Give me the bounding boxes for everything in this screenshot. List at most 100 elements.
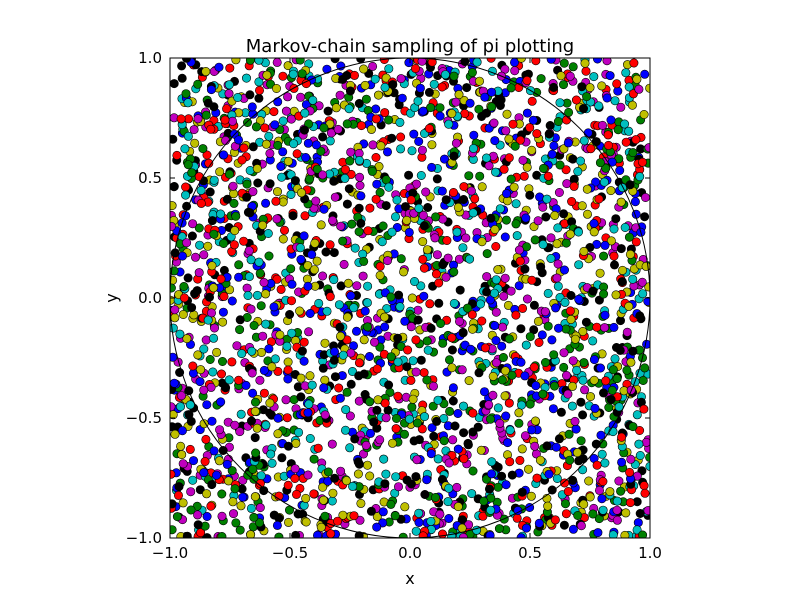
data-point-series-1 bbox=[225, 169, 235, 179]
data-point-series-6 bbox=[448, 396, 458, 406]
data-point-series-3 bbox=[362, 298, 372, 308]
data-point-series-5 bbox=[376, 141, 386, 151]
data-point-series-3 bbox=[277, 172, 287, 182]
data-point-series-4 bbox=[640, 193, 650, 203]
data-point-series-0 bbox=[351, 326, 361, 336]
data-point-series-0 bbox=[199, 468, 209, 478]
data-point-series-1 bbox=[549, 381, 559, 391]
data-point-series-1 bbox=[219, 239, 229, 249]
data-point-series-1 bbox=[386, 352, 396, 362]
data-point-series-4 bbox=[417, 58, 427, 66]
data-point-series-1 bbox=[422, 336, 432, 346]
data-point-series-3 bbox=[289, 139, 299, 149]
data-point-series-6 bbox=[350, 434, 360, 444]
data-point-series-6 bbox=[547, 485, 557, 495]
data-point-series-6 bbox=[384, 380, 394, 390]
data-point-series-5 bbox=[399, 267, 409, 277]
data-point-series-3 bbox=[511, 199, 521, 209]
data-point-series-6 bbox=[581, 317, 591, 327]
data-point-series-0 bbox=[272, 520, 282, 530]
data-point-series-0 bbox=[356, 191, 366, 201]
data-point-series-5 bbox=[585, 492, 595, 502]
data-point-series-3 bbox=[288, 69, 298, 79]
data-point-series-6 bbox=[434, 298, 444, 308]
data-point-series-2 bbox=[519, 171, 529, 181]
data-point-series-2 bbox=[491, 242, 501, 252]
data-point-series-3 bbox=[407, 146, 417, 156]
data-point-series-0 bbox=[640, 69, 650, 79]
data-point-series-3 bbox=[487, 457, 497, 467]
data-point-series-3 bbox=[282, 341, 292, 351]
data-point-series-6 bbox=[459, 195, 469, 205]
data-point-series-4 bbox=[290, 464, 300, 474]
data-point-series-3 bbox=[621, 68, 631, 78]
data-point-series-0 bbox=[487, 87, 497, 97]
data-point-series-3 bbox=[449, 298, 459, 308]
data-point-series-5 bbox=[597, 81, 607, 91]
data-point-series-4 bbox=[336, 221, 346, 231]
data-point-series-3 bbox=[345, 443, 355, 453]
data-point-series-3 bbox=[546, 254, 556, 264]
data-point-series-5 bbox=[207, 261, 217, 271]
data-point-series-6 bbox=[288, 211, 298, 221]
data-point-series-6 bbox=[170, 79, 179, 89]
data-point-series-3 bbox=[287, 328, 297, 338]
data-point-series-5 bbox=[464, 376, 474, 386]
x-tick-label: −1.0 bbox=[152, 544, 188, 562]
data-point-series-0 bbox=[602, 93, 612, 103]
data-point-series-4 bbox=[230, 420, 240, 430]
data-point-series-1 bbox=[608, 365, 618, 375]
y-tick-label: 0.0 bbox=[138, 289, 162, 307]
data-point-series-2 bbox=[225, 63, 235, 73]
data-point-series-4 bbox=[430, 233, 440, 243]
data-point-series-3 bbox=[491, 275, 501, 285]
data-point-series-3 bbox=[395, 302, 405, 312]
data-point-series-5 bbox=[261, 289, 271, 299]
data-point-series-1 bbox=[564, 429, 574, 439]
data-point-series-4 bbox=[637, 277, 647, 287]
data-point-series-3 bbox=[481, 153, 491, 163]
data-point-series-4 bbox=[563, 389, 573, 399]
data-point-series-1 bbox=[365, 397, 375, 407]
data-point-series-6 bbox=[411, 472, 421, 482]
data-point-series-5 bbox=[580, 58, 590, 68]
data-point-series-2 bbox=[326, 529, 336, 538]
data-point-series-5 bbox=[250, 492, 260, 502]
data-point-series-3 bbox=[489, 288, 499, 298]
data-point-series-3 bbox=[521, 340, 531, 350]
data-point-series-3 bbox=[340, 425, 350, 435]
data-point-series-6 bbox=[568, 154, 578, 164]
data-point-series-3 bbox=[614, 402, 624, 412]
data-point-series-4 bbox=[177, 391, 187, 401]
data-point-series-5 bbox=[408, 394, 418, 404]
data-point-series-2 bbox=[206, 501, 216, 511]
data-point-series-1 bbox=[198, 144, 208, 154]
data-point-series-6 bbox=[625, 180, 635, 190]
data-point-series-6 bbox=[450, 421, 460, 431]
data-point-series-2 bbox=[586, 144, 596, 154]
data-point-series-4 bbox=[247, 368, 257, 378]
data-point-series-1 bbox=[407, 402, 417, 412]
data-point-series-6 bbox=[218, 445, 228, 455]
data-point-series-6 bbox=[616, 244, 626, 254]
data-point-series-1 bbox=[428, 401, 438, 411]
data-point-series-0 bbox=[305, 308, 315, 318]
data-point-series-0 bbox=[448, 383, 458, 393]
data-point-series-5 bbox=[477, 182, 487, 192]
data-point-series-0 bbox=[583, 128, 593, 138]
data-point-series-6 bbox=[566, 290, 576, 300]
data-point-series-0 bbox=[595, 363, 605, 373]
data-point-series-4 bbox=[518, 155, 528, 165]
data-point-series-1 bbox=[444, 355, 454, 365]
data-point-series-0 bbox=[559, 265, 569, 275]
data-point-series-4 bbox=[201, 335, 211, 345]
data-point-series-5 bbox=[447, 109, 457, 119]
data-point-series-5 bbox=[301, 493, 311, 503]
x-tick-label: 0.0 bbox=[398, 544, 422, 562]
data-point-series-0 bbox=[485, 295, 495, 305]
data-point-series-0 bbox=[335, 393, 345, 403]
data-point-series-3 bbox=[632, 525, 642, 535]
data-point-series-6 bbox=[545, 121, 555, 131]
data-point-series-3 bbox=[419, 412, 429, 422]
